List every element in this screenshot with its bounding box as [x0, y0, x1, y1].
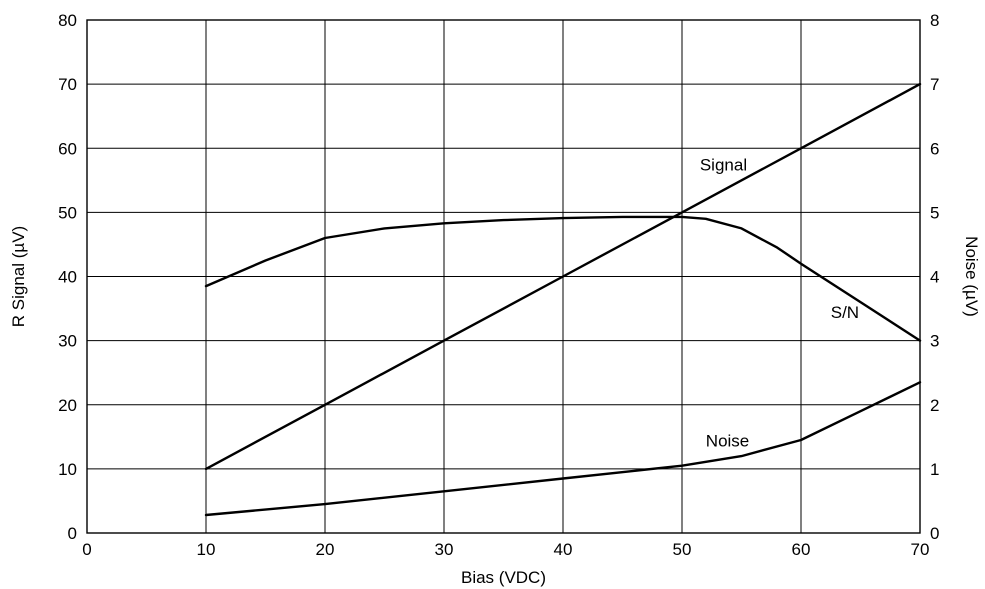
series-lines: [204, 82, 922, 517]
x-tick-label: 30: [435, 540, 454, 559]
tick-labels: 0 10 20 30 40 50 60 700102030405060708001234567…: [58, 11, 939, 559]
x-tick-label: 40: [554, 540, 573, 559]
x-tick-label: 60: [792, 540, 811, 559]
y-right-tick-label: 5: [930, 203, 939, 222]
x-axis-title: Bias (VDC): [461, 568, 546, 587]
y-right-tick-label: 6: [930, 139, 939, 158]
series-line-s-n: [204, 215, 922, 342]
y-left-tick-label: 30: [58, 332, 77, 351]
y-left-tick-label: 80: [58, 11, 77, 30]
y-left-tick-label: 50: [58, 203, 77, 222]
x-tick-label: 70: [911, 540, 930, 559]
y-left-tick-label: 20: [58, 396, 77, 415]
y-axis-left-title: R Signal (µV): [9, 226, 28, 327]
y-right-tick-label: 2: [930, 396, 939, 415]
curve-label: S/N: [831, 303, 859, 322]
y-right-tick-label: 3: [930, 332, 939, 351]
y-left-tick-label: 70: [58, 75, 77, 94]
series-line-signal: [204, 82, 922, 471]
x-tick-label: 0: [82, 540, 91, 559]
y-right-tick-label: 8: [930, 11, 939, 30]
y-right-tick-label: 4: [930, 268, 939, 287]
plot-frame: [86, 19, 921, 534]
curve-label: Signal: [700, 156, 747, 175]
grid-lines: [86, 19, 921, 534]
y-right-tick-label: 0: [930, 524, 939, 543]
y-right-tick-label: 1: [930, 460, 939, 479]
y-right-tick-label: 7: [930, 75, 939, 94]
x-tick-label: 10: [197, 540, 216, 559]
x-tick-label: 50: [673, 540, 692, 559]
x-tick-label: 20: [316, 540, 335, 559]
y-left-tick-label: 60: [58, 139, 77, 158]
curve-annotations: Signal S/N Noise: [700, 156, 859, 451]
curve-label: Noise: [706, 431, 749, 450]
y-left-tick-label: 40: [58, 268, 77, 287]
y-left-tick-label: 10: [58, 460, 77, 479]
y-left-tick-label: 0: [68, 524, 77, 543]
series-line-noise: [204, 381, 922, 517]
y-axis-right-title: Noise (µV): [962, 236, 981, 317]
